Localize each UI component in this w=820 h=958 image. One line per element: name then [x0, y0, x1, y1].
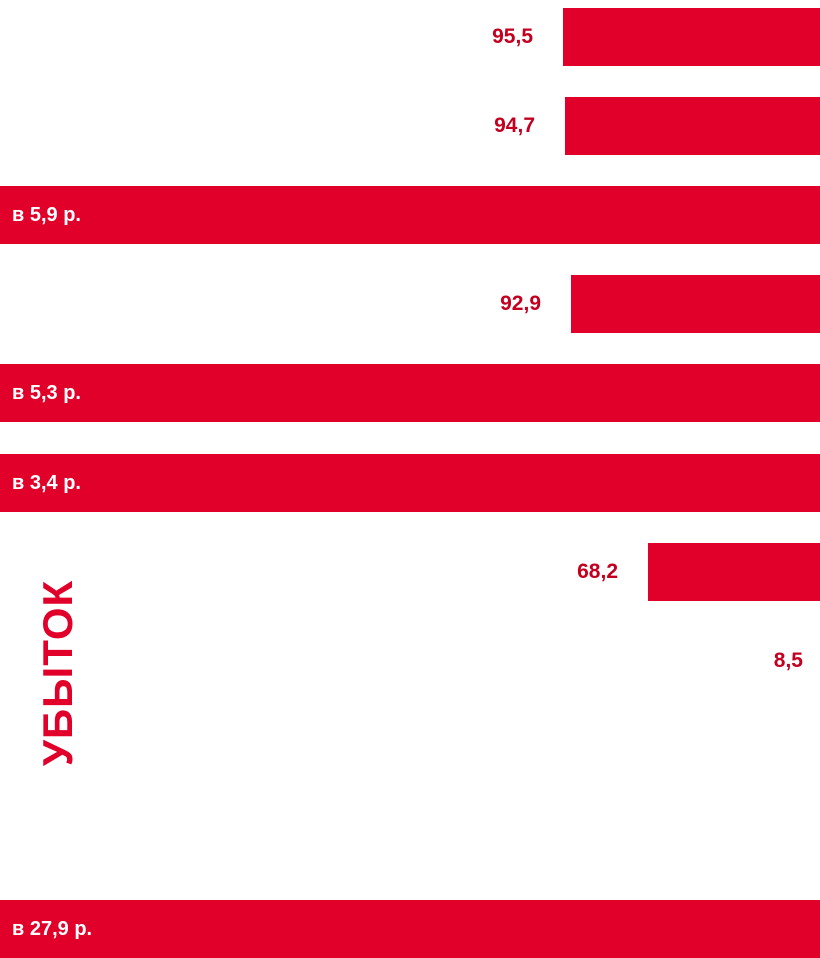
loss-label: УБЫТОК [34, 580, 82, 766]
bar-full: в 5,9 р. [0, 186, 820, 244]
bar [563, 8, 820, 66]
bar [648, 543, 820, 601]
bar-inner-label: в 5,3 р. [12, 364, 81, 422]
bar-full: в 27,9 р. [0, 900, 820, 958]
bar [565, 97, 820, 155]
value-label: 94,7 [494, 97, 535, 155]
value-label: 92,9 [500, 275, 541, 333]
bar-inner-label: в 5,9 р. [12, 186, 81, 244]
bar-full: в 3,4 р. [0, 454, 820, 512]
bar-inner-label: в 27,9 р. [12, 900, 92, 958]
value-label: 68,2 [577, 543, 618, 601]
value-label: 95,5 [492, 8, 533, 66]
bar [571, 275, 820, 333]
bar-inner-label: в 3,4 р. [12, 454, 81, 512]
bar-full: в 5,3 р. [0, 364, 820, 422]
value-label: 8,5 [774, 632, 803, 690]
